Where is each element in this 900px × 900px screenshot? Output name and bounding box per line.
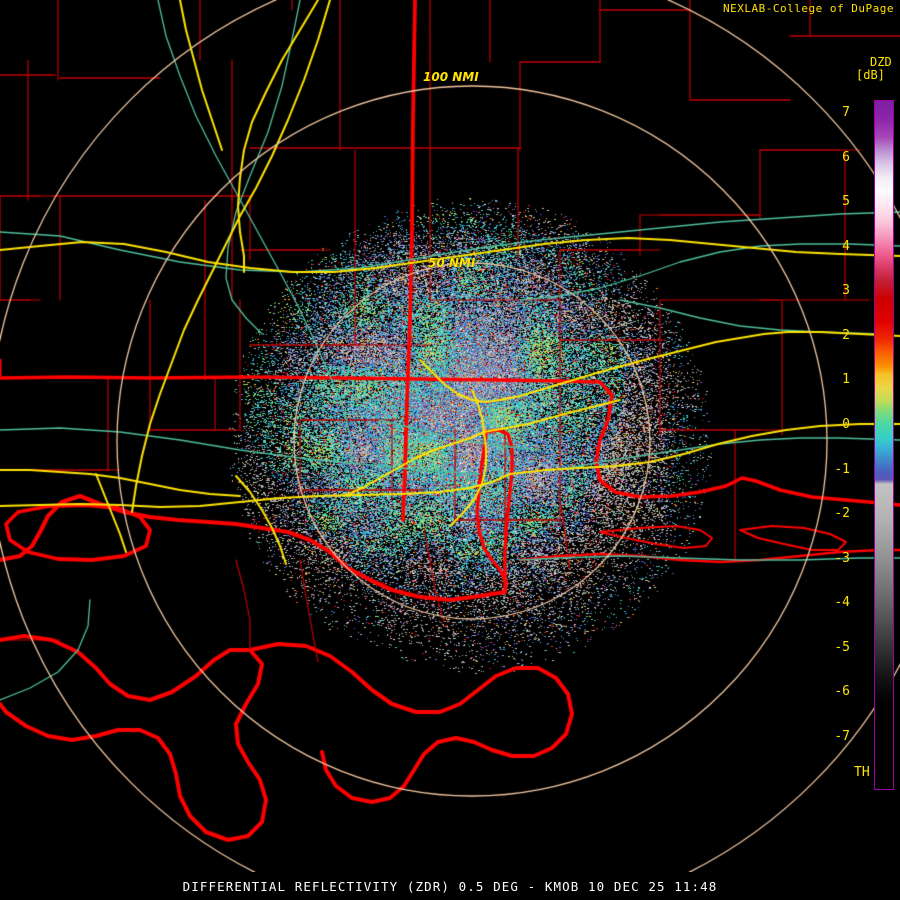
colorbar-tick-6: 6: [842, 149, 850, 165]
colorbar-bottom-label: TH: [854, 765, 870, 780]
colorbar-tick-neg4: -4: [834, 595, 850, 611]
colorbar-tick-neg3: -3: [834, 550, 850, 566]
colorbar-tick-neg5: -5: [834, 639, 850, 655]
colorbar-scale[interactable]: [874, 100, 894, 790]
radar-map-canvas[interactable]: [0, 0, 900, 872]
colorbar-tick-3: 3: [842, 283, 850, 299]
colorbar-tick-0: 0: [842, 417, 850, 432]
colorbar-title: DZD: [870, 55, 892, 69]
colorbar-tick-4: 4: [842, 238, 850, 254]
watermark-label: NEXLAB-College of DuPage: [723, 2, 894, 15]
range-ring-label-100: 100 NMI: [423, 70, 479, 84]
colorbar-tick-1: 1: [842, 372, 850, 388]
colorbar-tick-neg2: -2: [834, 506, 850, 522]
colorbar-tick-neg1: -1: [834, 461, 850, 477]
colorbar-tick-neg6: -6: [834, 684, 850, 700]
colorbar-panel: DZD [dB] 7 6 5 4 3 2 1 0 -1 -2 -3 -4 -5 -6 -7 TH: [834, 50, 900, 795]
colorbar-gradient: [875, 101, 893, 789]
product-caption: DIFFERENTIAL REFLECTIVITY (ZDR) 0.5 DEG …: [182, 878, 718, 894]
colorbar-tick-5: 5: [842, 194, 850, 210]
colorbar-tick-2: 2: [842, 327, 850, 343]
colorbar-units-label: [dB]: [856, 68, 885, 82]
range-ring-label-50: 50 NMI: [428, 256, 476, 270]
colorbar-tick-7: 7: [842, 105, 850, 120]
colorbar-tick-neg7: -7: [834, 729, 850, 744]
caption-bar: DIFFERENTIAL REFLECTIVITY (ZDR) 0.5 DEG …: [0, 872, 900, 900]
